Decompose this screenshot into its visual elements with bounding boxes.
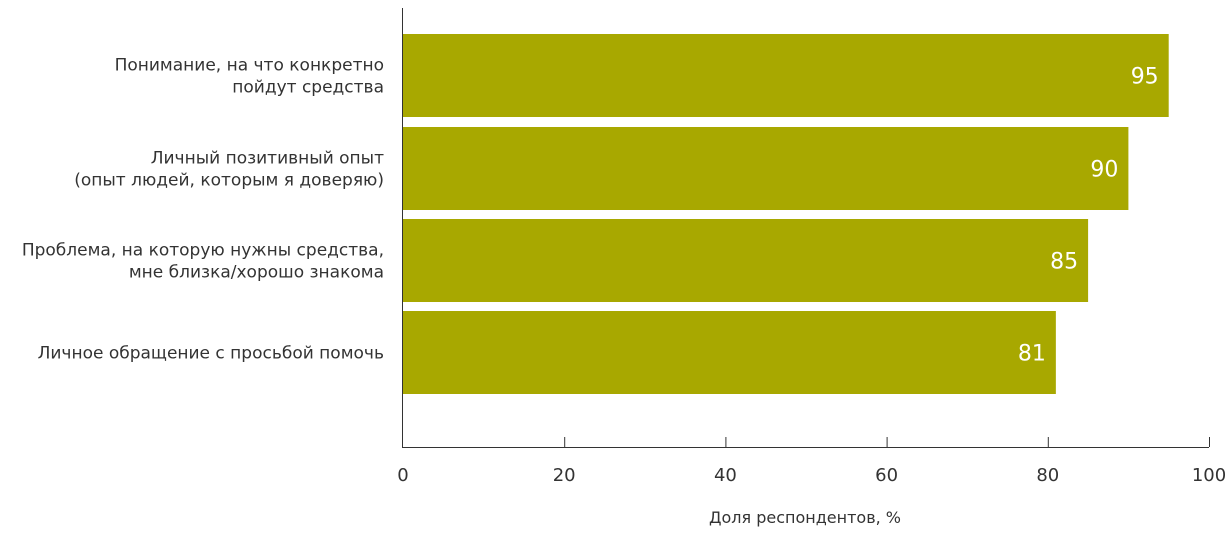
category-label-4-line-1: Личное обращение с просьбой помочь [38,344,384,364]
x-tick-label-60: 60 [875,465,898,486]
axes [402,8,1209,448]
category-label-4: Личное обращение с просьбой помочь [38,344,384,364]
x-tick-label-40: 40 [714,465,737,486]
category-label-2-line-1: Личный позитивный опыт [151,149,384,169]
category-label-1-line-2: пойдут средства [232,78,384,98]
value-label-2: 90 [1090,158,1118,183]
category-label-2-line-2: (опыт людей, которым я доверяю) [74,171,384,191]
x-axis-title: Доля респондентов, % [709,508,901,527]
bar-4 [403,311,1056,394]
category-label-1-line-1: Понимание, на что конкретно [115,56,384,76]
x-tick-label-80: 80 [1036,465,1059,486]
x-axis-ticks: 0 20 40 60 80 100 [397,437,1226,486]
value-label-4: 81 [1018,342,1046,367]
bars: 95 90 85 81 [403,34,1169,394]
category-label-3: Проблема, на которую нужны средства, мне … [22,241,384,283]
x-tick-label-100: 100 [1192,465,1226,486]
bar-1 [403,34,1169,117]
bar-2 [403,127,1129,210]
category-label-2: Личный позитивный опыт (опыт людей, котор… [74,149,384,191]
x-tick-label-20: 20 [553,465,576,486]
category-label-1: Понимание, на что конкретно пойдут средст… [115,56,384,98]
category-label-3-line-2: мне близка/хорошо знакома [129,263,384,283]
value-label-1: 95 [1131,65,1159,90]
bar-3 [403,219,1089,302]
x-tick-label-0: 0 [397,465,408,486]
value-label-3: 85 [1050,250,1078,275]
category-label-3-line-1: Проблема, на которую нужны средства, [22,241,384,261]
category-labels: Понимание, на что конкретно пойдут средст… [22,56,384,364]
